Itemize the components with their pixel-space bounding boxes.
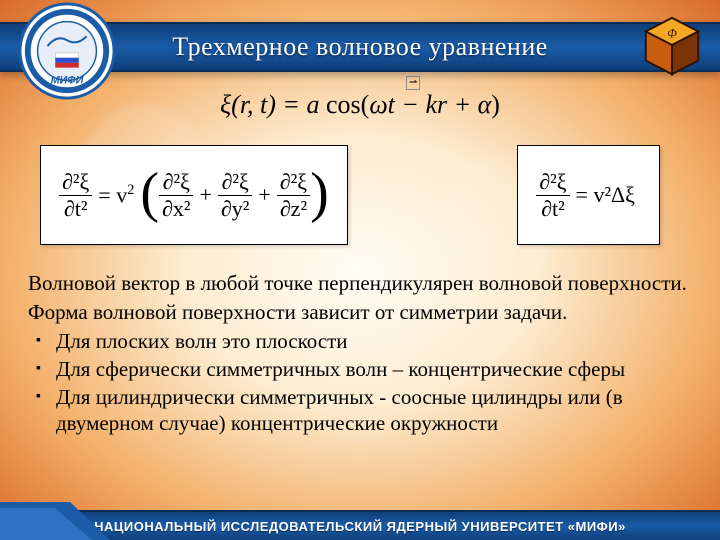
footer-text: НАЦИОНАЛЬНЫЙ ИССЛЕДОВАТЕЛЬСКИЙ ЯДЕРНЫЙ У… xyxy=(94,519,626,534)
seal-text: МИФИ xyxy=(51,74,84,86)
slide: МИФИ Φ Трехмерное волновое уравнение ⇀ ξ… xyxy=(0,0,720,540)
paragraph-2: Форма волновой поверхности зависит от си… xyxy=(28,299,690,326)
list-item: Для цилиндрически симметричных - соосные… xyxy=(36,384,690,438)
equation-laplacian-box: ∂²ξ∂t² = v²Δξ xyxy=(517,145,660,245)
list-item: Для сферически симметричных волн – конце… xyxy=(36,356,690,383)
equation-wave-3d-box: ∂²ξ ∂t² = v2 ( ∂²ξ∂x² + ∂²ξ∂y² + ∂²ξ∂z² … xyxy=(40,145,348,245)
paragraph-1: Волновой вектор в любой точке перпендику… xyxy=(28,270,690,297)
vector-arrow-icon: ⇀ xyxy=(406,76,420,90)
footer-accent-icon xyxy=(0,502,120,540)
page-title: Трехмерное волновое уравнение xyxy=(172,32,548,62)
footer-bar: НАЦИОНАЛЬНЫЙ ИССЛЕДОВАТЕЛЬСКИЙ ЯДЕРНЫЙ У… xyxy=(0,510,720,540)
university-seal-logo: МИФИ xyxy=(18,2,116,100)
list-item: Для плоских волн это плоскости xyxy=(36,328,690,355)
equation-row: ∂²ξ ∂t² = v2 ( ∂²ξ∂x² + ∂²ξ∂y² + ∂²ξ∂z² … xyxy=(0,145,720,245)
body-text: Волновой вектор в любой точке перпендику… xyxy=(28,270,690,438)
svg-text:Φ: Φ xyxy=(667,26,677,40)
bullet-list: Для плоских волн это плоскости Для сфери… xyxy=(28,328,690,438)
cube-logo: Φ xyxy=(638,12,706,80)
